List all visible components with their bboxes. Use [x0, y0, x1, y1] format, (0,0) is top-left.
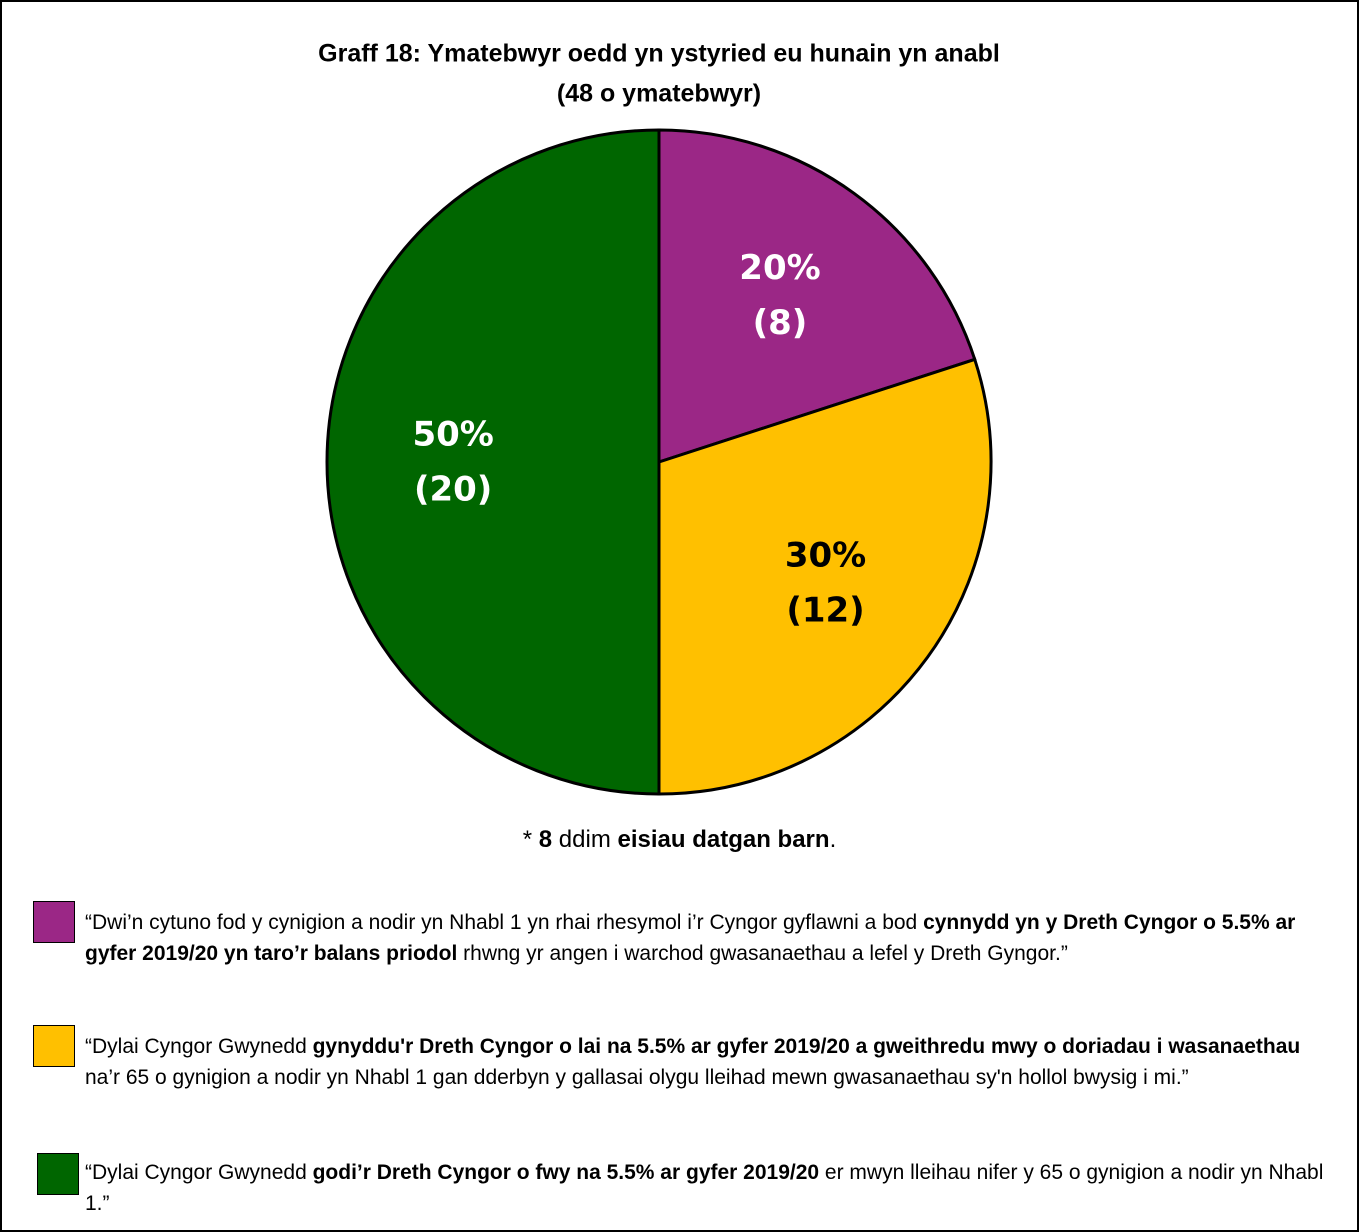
- chart-title: Graff 18: Ymatebwyr oedd yn ystyried eu …: [318, 40, 1000, 68]
- chart: Graff 18: Ymatebwyr oedd yn ystyried eu …: [318, 40, 1000, 796]
- text-segment: “Dwi’n cytuno fod y cynigion a nodir yn …: [85, 911, 924, 934]
- footnote: * 8 ddim eisiau datgan barn.: [0, 826, 1359, 854]
- chart-subtitle: (48 o ymatebwyr): [557, 80, 761, 108]
- legend-swatch: [33, 901, 75, 943]
- text-segment: cynnydd yn y Dreth Cyngor o 5.5% ar gyfe…: [85, 911, 1302, 965]
- text-segment: “Dylai Cyngor Gwynedd: [85, 1035, 313, 1058]
- legend-text: “Dwi’n cytuno fod y cynigion a nodir yn …: [85, 907, 1335, 969]
- text-segment: godi’r Dreth Cyngor o fwy na 5.5% ar gyf…: [312, 1161, 820, 1184]
- text-segment: gynyddu'r Dreth Cyngor o lai na 5.5% ar …: [312, 1035, 1301, 1058]
- text-segment: er mwyn lleihau nifer y 65 o gynigion a …: [85, 1161, 1330, 1215]
- slice-value-label: 30%: [785, 535, 866, 575]
- pie-slice: [657, 128, 977, 465]
- text-segment: .: [829, 826, 837, 853]
- slice-count-label: (12): [786, 590, 864, 630]
- slice-count-label: (8): [753, 303, 808, 343]
- legend-swatch: [33, 1025, 75, 1067]
- text-segment: *: [522, 826, 539, 853]
- slice-value-label: 50%: [412, 415, 493, 455]
- pie-slice: [657, 357, 993, 796]
- text-segment: “Dylai Cyngor Gwynedd: [85, 1161, 313, 1184]
- text-segment: rhwng yr angen i warchod gwasanaethau a …: [457, 942, 1068, 965]
- text-segment: 8: [538, 826, 553, 853]
- pie-slice: [325, 128, 661, 796]
- legend-text: “Dylai Cyngor Gwynedd godi’r Dreth Cyngo…: [85, 1157, 1335, 1219]
- legend-text: “Dylai Cyngor Gwynedd gynyddu'r Dreth Cy…: [85, 1031, 1335, 1093]
- slice-count-label: (20): [414, 470, 492, 510]
- legend-swatch: [37, 1153, 79, 1195]
- text-segment: eisiau datgan barn: [617, 826, 830, 853]
- text-segment: ddim: [552, 826, 618, 853]
- text-segment: na’r 65 o gynigion a nodir yn Nhabl 1 ga…: [85, 1035, 1307, 1089]
- slice-value-label: 20%: [739, 248, 820, 288]
